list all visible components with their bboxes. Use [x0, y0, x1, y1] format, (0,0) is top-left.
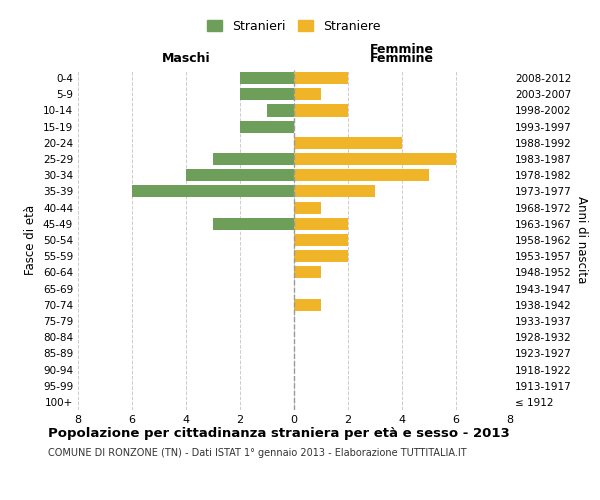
Text: COMUNE DI RONZONE (TN) - Dati ISTAT 1° gennaio 2013 - Elaborazione TUTTITALIA.IT: COMUNE DI RONZONE (TN) - Dati ISTAT 1° g…: [48, 448, 467, 458]
Bar: [294, 266, 321, 278]
Bar: [294, 153, 456, 165]
Bar: [186, 169, 294, 181]
Bar: [294, 104, 348, 117]
Bar: [240, 120, 294, 132]
Bar: [213, 153, 294, 165]
Bar: [294, 137, 402, 149]
Bar: [132, 186, 294, 198]
Text: Femmine: Femmine: [370, 52, 434, 65]
Bar: [294, 169, 429, 181]
Bar: [213, 218, 294, 230]
Text: Maschi: Maschi: [161, 52, 211, 65]
Bar: [294, 250, 348, 262]
Bar: [267, 104, 294, 117]
Bar: [294, 186, 375, 198]
Y-axis label: Anni di nascita: Anni di nascita: [575, 196, 588, 284]
Bar: [294, 234, 348, 246]
Bar: [294, 72, 348, 84]
Text: Popolazione per cittadinanza straniera per età e sesso - 2013: Popolazione per cittadinanza straniera p…: [48, 428, 510, 440]
Bar: [294, 298, 321, 311]
Bar: [294, 202, 321, 213]
Bar: [294, 88, 321, 101]
Bar: [294, 218, 348, 230]
Bar: [240, 88, 294, 101]
Legend: Stranieri, Straniere: Stranieri, Straniere: [203, 16, 385, 37]
Bar: [240, 72, 294, 84]
Text: Femmine: Femmine: [370, 44, 434, 57]
Y-axis label: Fasce di età: Fasce di età: [25, 205, 37, 275]
